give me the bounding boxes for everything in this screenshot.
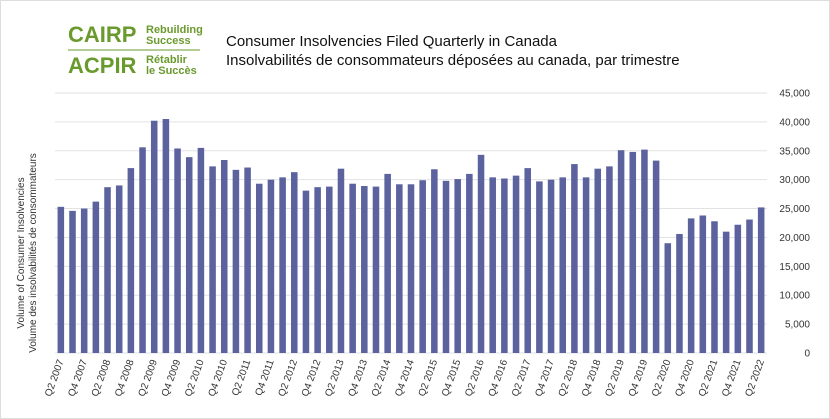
bar [162, 119, 170, 353]
logo-tag: Success [146, 35, 191, 47]
bar [664, 243, 672, 353]
bar [641, 149, 648, 353]
bar [127, 168, 135, 353]
bar [302, 190, 310, 353]
bar [419, 180, 426, 353]
bar [232, 169, 240, 353]
bar [594, 168, 602, 353]
bar [407, 184, 415, 353]
bar [80, 208, 88, 353]
bar [617, 150, 625, 353]
bar [699, 215, 707, 353]
y-tick-label: 40,000 [779, 117, 810, 128]
bar [197, 147, 205, 353]
bar [512, 175, 520, 353]
bar [477, 154, 485, 353]
y-tick-label: 25,000 [779, 204, 810, 215]
bar [722, 231, 730, 353]
y-tick-label: 45,000 [779, 89, 810, 100]
bar [524, 168, 531, 353]
logo-en: CAIRP [68, 22, 136, 47]
bar [279, 177, 286, 353]
bar [326, 186, 333, 353]
bar [69, 210, 76, 353]
bar [582, 177, 590, 353]
bar [746, 219, 753, 353]
bar [652, 160, 660, 353]
bar [687, 218, 695, 353]
y-axis-label: Volume des insolvabilités de consommateu… [28, 153, 39, 353]
bar [372, 186, 380, 353]
bar [734, 224, 742, 353]
bar [711, 221, 718, 353]
bar [115, 185, 123, 353]
bar [349, 183, 356, 353]
bar [255, 183, 263, 353]
bar [547, 179, 555, 353]
chart-title: Consumer Insolvencies Filed Quarterly in… [226, 33, 558, 50]
bar [442, 180, 450, 353]
bar [291, 172, 298, 353]
bar [396, 184, 403, 353]
bar [466, 173, 473, 353]
bar [629, 151, 637, 353]
y-tick-label: 0 [804, 349, 810, 360]
logo: CAIRP Rebuilding Success ACPIR Rétablir … [68, 22, 203, 78]
bar [337, 168, 345, 353]
bar [244, 167, 251, 353]
y-tick-label: 10,000 [779, 291, 810, 302]
logo-fr: ACPIR [68, 53, 137, 78]
y-tick-label: 15,000 [779, 262, 810, 273]
bar [220, 160, 228, 353]
bar [454, 179, 461, 353]
y-tick-label: 20,000 [779, 233, 810, 244]
bar [57, 206, 65, 353]
bar [104, 187, 111, 353]
bar [676, 233, 683, 353]
y-tick-label: 35,000 [779, 146, 810, 157]
logo-tag: Rétablir [146, 54, 188, 66]
y-tick-label: 30,000 [779, 175, 810, 186]
bar [267, 179, 275, 353]
bar [489, 177, 496, 353]
bar [92, 201, 100, 353]
chart-subtitle: Insolvabilités de consommateurs déposées… [226, 52, 680, 69]
bar [559, 177, 567, 353]
bar [361, 186, 368, 353]
logo-tag: le Succès [146, 65, 197, 77]
bar [209, 166, 216, 353]
y-axis-label: Volume of Consumer Insolvencies [16, 177, 27, 328]
bar [384, 173, 391, 353]
bar [174, 148, 181, 353]
logo-tag: Rebuilding [146, 24, 203, 36]
bar [139, 147, 146, 353]
bar [185, 157, 193, 353]
bar [757, 207, 765, 353]
bar [431, 169, 438, 353]
bar [150, 120, 158, 353]
y-tick-label: 5,000 [785, 320, 810, 331]
bar [536, 181, 543, 353]
bar [314, 187, 321, 353]
bar [606, 166, 613, 353]
bar [501, 178, 508, 353]
bar [571, 164, 578, 353]
